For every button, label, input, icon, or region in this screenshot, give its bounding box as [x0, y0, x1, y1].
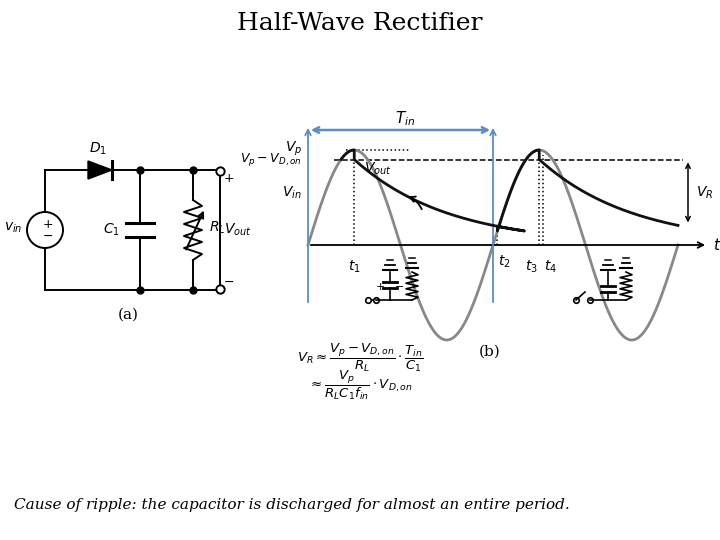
Text: $t_2$: $t_2$ [498, 254, 511, 271]
Text: −: − [42, 230, 53, 242]
Text: +: + [42, 218, 53, 231]
Text: $C_1$: $C_1$ [103, 222, 120, 238]
Text: $t_4$: $t_4$ [544, 259, 557, 275]
Text: Half-Wave Rectifier: Half-Wave Rectifier [238, 12, 482, 35]
Text: $V_{out}$: $V_{out}$ [364, 161, 392, 177]
Text: (b): (b) [479, 345, 501, 359]
Text: $t_1$: $t_1$ [348, 259, 361, 275]
Text: $T_{in}$: $T_{in}$ [395, 109, 415, 128]
Text: $V_{in}$: $V_{in}$ [282, 185, 302, 201]
Text: $v_{in}$: $v_{in}$ [4, 221, 22, 235]
Text: $V_p - V_{D,on}$: $V_p - V_{D,on}$ [240, 151, 302, 168]
Text: Cause of ripple: the capacitor is discharged for almost an entire period.: Cause of ripple: the capacitor is discha… [14, 498, 570, 512]
Text: −: − [224, 275, 235, 288]
Text: $\approx \dfrac{V_p}{R_L C_1 f_{in}} \cdot V_{D,on}$: $\approx \dfrac{V_p}{R_L C_1 f_{in}} \cd… [307, 368, 413, 402]
Text: $D_1$: $D_1$ [89, 140, 107, 157]
Text: $V_p$: $V_p$ [284, 140, 302, 158]
Text: $t$: $t$ [713, 237, 720, 253]
Text: +: + [224, 172, 235, 185]
Text: (a): (a) [117, 308, 138, 322]
Text: +: + [375, 282, 384, 292]
Text: $V_R$: $V_R$ [696, 184, 714, 201]
Text: $V_R \approx \dfrac{V_p - V_{D,on}}{R_L} \cdot \dfrac{T_{in}}{C_1}$: $V_R \approx \dfrac{V_p - V_{D,on}}{R_L}… [297, 342, 423, 374]
Text: $V_{out}$: $V_{out}$ [224, 222, 252, 238]
Text: −: − [395, 282, 405, 292]
Text: $t_3$: $t_3$ [526, 259, 539, 275]
Polygon shape [88, 161, 112, 179]
Text: $R_L$: $R_L$ [209, 220, 225, 236]
